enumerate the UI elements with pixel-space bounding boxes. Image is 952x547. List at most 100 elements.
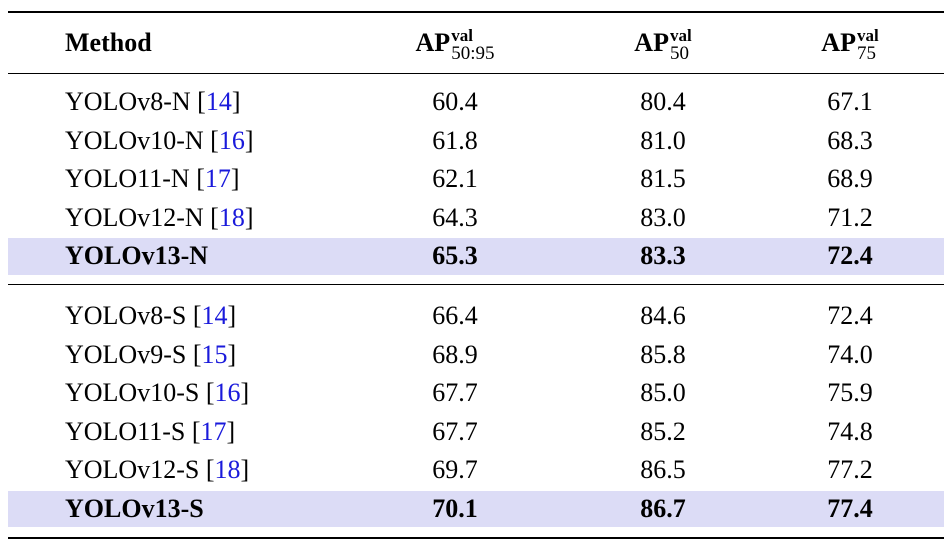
header-cell: AP val 50 (634, 24, 691, 63)
bracket: ] (226, 416, 236, 446)
script-stack: val 50:95 (451, 27, 494, 63)
citation: 17 (200, 416, 227, 446)
value-cell: 75.9 (827, 378, 873, 407)
method-cell: YOLOv12-S [18] (65, 451, 249, 489)
method-name: YOLOv8-S (65, 301, 187, 330)
value-cell: 77.2 (827, 455, 873, 484)
bottom-rule (8, 537, 944, 539)
script-stack: val 75 (857, 27, 879, 63)
bracket: [ (191, 416, 201, 446)
bracket: [ (210, 202, 219, 232)
header-cell: AP val 75 (821, 24, 878, 63)
bracket: [ (196, 164, 205, 193)
header-rule (8, 73, 944, 74)
method-name: YOLOv12-S (65, 455, 200, 484)
value-cell: 62.1 (432, 164, 478, 193)
method-cell: YOLOv8-S [14] (65, 297, 236, 335)
value-cell: 74.8 (827, 416, 873, 446)
value-cell: 86.7 (640, 493, 686, 523)
citation: 17 (204, 164, 231, 193)
citation: 18 (218, 202, 245, 232)
bracket: ] (244, 125, 254, 155)
method-name: YOLOv9-S (65, 339, 187, 369)
header-text: AP (821, 28, 856, 57)
value-cell: 83.3 (640, 241, 686, 270)
header-text: Method (65, 28, 152, 57)
value-cell: 80.4 (640, 87, 686, 116)
value-cell: 64.3 (432, 202, 478, 232)
citation: 16 (214, 378, 241, 407)
value-cell: 70.1 (432, 493, 478, 523)
value-cell: 72.4 (827, 301, 873, 330)
header-text: AP (634, 28, 669, 57)
value-cell: 66.4 (432, 301, 478, 330)
value-cell: 77.4 (827, 493, 873, 523)
method-name: YOLO11-S (65, 416, 186, 446)
value-cell: 81.0 (640, 125, 686, 155)
value-cell: 65.3 (432, 241, 478, 270)
value-cell: 60.4 (432, 87, 478, 116)
value-cell: 85.0 (640, 378, 686, 407)
bracket: ] (244, 202, 254, 232)
method-cell: YOLOv12-N [18] (65, 199, 254, 237)
method-name: YOLOv8-N (65, 87, 191, 116)
value-cell: 85.8 (640, 339, 686, 369)
value-cell: 69.7 (432, 455, 478, 484)
value-cell: 81.5 (640, 164, 686, 193)
citation: 14 (205, 87, 232, 116)
method-cell: YOLOv10-N [16] (65, 122, 254, 160)
value-cell: 74.0 (827, 339, 873, 369)
bracket: ] (231, 87, 241, 116)
value-cell: 68.9 (827, 164, 873, 193)
method-name: YOLOv13-S (65, 493, 204, 523)
header-text: AP (415, 28, 451, 57)
superscript: val (856, 26, 879, 46)
citation: 15 (201, 339, 228, 369)
value-cell: 83.0 (640, 202, 686, 232)
value-cell: 68.9 (432, 339, 478, 369)
value-cell: 68.3 (827, 125, 873, 155)
bracket: [ (205, 378, 215, 407)
bracket: ] (227, 301, 237, 330)
value-cell: 67.1 (827, 87, 873, 116)
bracket: [ (197, 87, 206, 116)
bracket: [ (192, 301, 202, 330)
script-stack: val 50 (670, 27, 692, 63)
value-cell: 85.2 (640, 416, 686, 446)
method-cell: YOLOv13-S (65, 490, 204, 528)
bracket: ] (230, 164, 240, 193)
method-name: YOLOv10-N (65, 125, 204, 155)
method-cell: YOLOv9-S [15] (65, 336, 236, 374)
row-highlight (8, 238, 944, 275)
row-highlight (8, 490, 944, 527)
subscript: 75 (856, 43, 876, 65)
method-name: YOLOv12-N (65, 202, 204, 232)
method-cell: YOLOv13-N (65, 237, 208, 275)
group-rule (8, 284, 944, 285)
value-cell: 72.4 (827, 241, 873, 270)
value-cell: 67.7 (432, 378, 478, 407)
bracket: [ (205, 455, 215, 484)
method-cell: YOLOv10-S [16] (65, 374, 249, 412)
value-cell: 61.8 (432, 125, 478, 155)
bracket: ] (240, 455, 250, 484)
header-cell: AP val 50:95 (416, 24, 495, 63)
top-rule (8, 11, 944, 13)
bracket: ] (227, 339, 237, 369)
method-cell: YOLO11-N [17] (65, 160, 240, 198)
method-name: YOLO11-N (65, 164, 190, 193)
bracket: [ (192, 339, 202, 369)
method-cell: YOLO11-S [17] (65, 413, 235, 451)
superscript: val (669, 26, 692, 46)
subscript: 50:95 (451, 43, 495, 65)
method-name: YOLOv13-N (65, 241, 208, 270)
bracket: ] (240, 378, 250, 407)
method-cell: YOLOv8-N [14] (65, 83, 241, 121)
header-cell: Method (65, 24, 152, 62)
method-name: YOLOv10-S (65, 378, 200, 407)
value-cell: 86.5 (640, 455, 686, 484)
value-cell: 84.6 (640, 301, 686, 330)
bracket: [ (210, 125, 219, 155)
subscript: 50 (669, 43, 689, 65)
